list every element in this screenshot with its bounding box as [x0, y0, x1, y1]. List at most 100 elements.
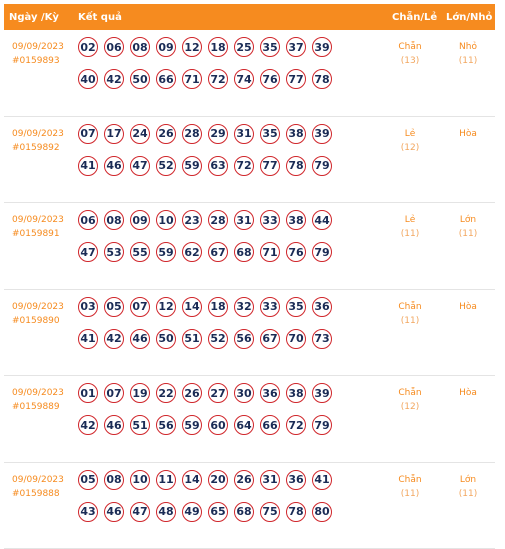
- number-ball: 43: [78, 502, 98, 522]
- number-ball: 42: [104, 329, 124, 349]
- lon-nho-value: Lớn: [446, 473, 490, 487]
- chan-le-value: Lẻ: [392, 213, 428, 227]
- lon-nho-count: (11): [446, 227, 490, 241]
- number-ball: 18: [208, 297, 228, 317]
- lon-nho-cell: Lớn(11): [446, 213, 490, 241]
- number-ball: 24: [130, 124, 150, 144]
- number-ball: 35: [286, 297, 306, 317]
- number-ball: 41: [78, 329, 98, 349]
- lon-nho-value: Hòa: [446, 127, 490, 141]
- number-ball: 79: [312, 242, 332, 262]
- chan-le-value: Chẵn: [392, 473, 428, 487]
- number-ball: 12: [156, 297, 176, 317]
- number-ball: 78: [312, 69, 332, 89]
- number-ball: 35: [260, 124, 280, 144]
- number-ball: 26: [182, 383, 202, 403]
- number-ball: 18: [208, 37, 228, 57]
- number-ball: 01: [78, 383, 98, 403]
- chan-le-count: (12): [392, 400, 428, 414]
- number-ball: 75: [260, 502, 280, 522]
- draw-date: 09/09/2023: [12, 473, 64, 487]
- number-ball: 53: [104, 242, 124, 262]
- chan-le-count: (11): [392, 314, 428, 328]
- number-ball: 03: [78, 297, 98, 317]
- draw-date-cell: 09/09/2023#0159888: [12, 473, 64, 501]
- number-ball: 30: [234, 383, 254, 403]
- number-ball: 39: [312, 124, 332, 144]
- number-ball: 20: [208, 470, 228, 490]
- number-ball: 38: [286, 124, 306, 144]
- draw-id: #0159893: [12, 54, 64, 68]
- number-ball: 68: [234, 502, 254, 522]
- number-ball: 36: [260, 383, 280, 403]
- number-ball: 10: [156, 210, 176, 230]
- number-ball: 09: [130, 210, 150, 230]
- number-ball: 70: [286, 329, 306, 349]
- number-ball: 47: [130, 156, 150, 176]
- chan-le-cell: Chẵn(11): [392, 300, 428, 328]
- number-ball: 07: [78, 124, 98, 144]
- number-ball: 73: [312, 329, 332, 349]
- draw-date: 09/09/2023: [12, 127, 64, 141]
- number-ball: 06: [104, 37, 124, 57]
- draw-date-cell: 09/09/2023#0159890: [12, 300, 64, 328]
- draw-date: 09/09/2023: [12, 40, 64, 54]
- number-ball: 50: [156, 329, 176, 349]
- draw-id: #0159891: [12, 227, 64, 241]
- number-ball: 46: [104, 156, 124, 176]
- number-ball: 80: [312, 502, 332, 522]
- number-ball: 08: [130, 37, 150, 57]
- number-ball: 71: [182, 69, 202, 89]
- number-ball: 05: [78, 470, 98, 490]
- number-ball: 44: [312, 210, 332, 230]
- number-ball: 27: [208, 383, 228, 403]
- chan-le-cell: Chẵn(11): [392, 473, 428, 501]
- number-ball: 31: [260, 470, 280, 490]
- number-ball: 07: [104, 383, 124, 403]
- number-ball: 14: [182, 297, 202, 317]
- number-ball: 51: [130, 415, 150, 435]
- number-ball: 06: [78, 210, 98, 230]
- draw-id: #0159888: [12, 487, 64, 501]
- number-ball: 76: [286, 242, 306, 262]
- number-ball: 38: [286, 210, 306, 230]
- number-ball: 36: [286, 470, 306, 490]
- chan-le-value: Lẻ: [392, 127, 428, 141]
- chan-le-value: Chẵn: [392, 386, 428, 400]
- number-ball: 59: [156, 242, 176, 262]
- lon-nho-cell: Hòa: [446, 300, 490, 314]
- number-ball: 52: [156, 156, 176, 176]
- number-ball: 17: [104, 124, 124, 144]
- chan-le-cell: Lẻ(12): [392, 127, 428, 155]
- number-ball: 60: [208, 415, 228, 435]
- number-ball: 41: [312, 470, 332, 490]
- number-ball: 65: [208, 502, 228, 522]
- number-ball: 39: [312, 37, 332, 57]
- number-ball: 64: [234, 415, 254, 435]
- number-ball: 47: [130, 502, 150, 522]
- results-table: Ngày /Kỳ Kết quả Chẵn/Lẻ Lớn/Nhỏ 09/09/2…: [4, 4, 495, 549]
- number-ball: 66: [260, 415, 280, 435]
- number-ball: 47: [78, 242, 98, 262]
- number-ball: 26: [234, 470, 254, 490]
- lon-nho-value: Nhỏ: [446, 40, 490, 54]
- number-ball: 28: [182, 124, 202, 144]
- lon-nho-cell: Hòa: [446, 127, 490, 141]
- header-chan-le: Chẵn/Lẻ: [392, 12, 437, 23]
- table-header: Ngày /Kỳ Kết quả Chẵn/Lẻ Lớn/Nhỏ: [4, 4, 495, 30]
- chan-le-count: (11): [392, 227, 428, 241]
- number-ball: 78: [286, 502, 306, 522]
- chan-le-count: (13): [392, 54, 428, 68]
